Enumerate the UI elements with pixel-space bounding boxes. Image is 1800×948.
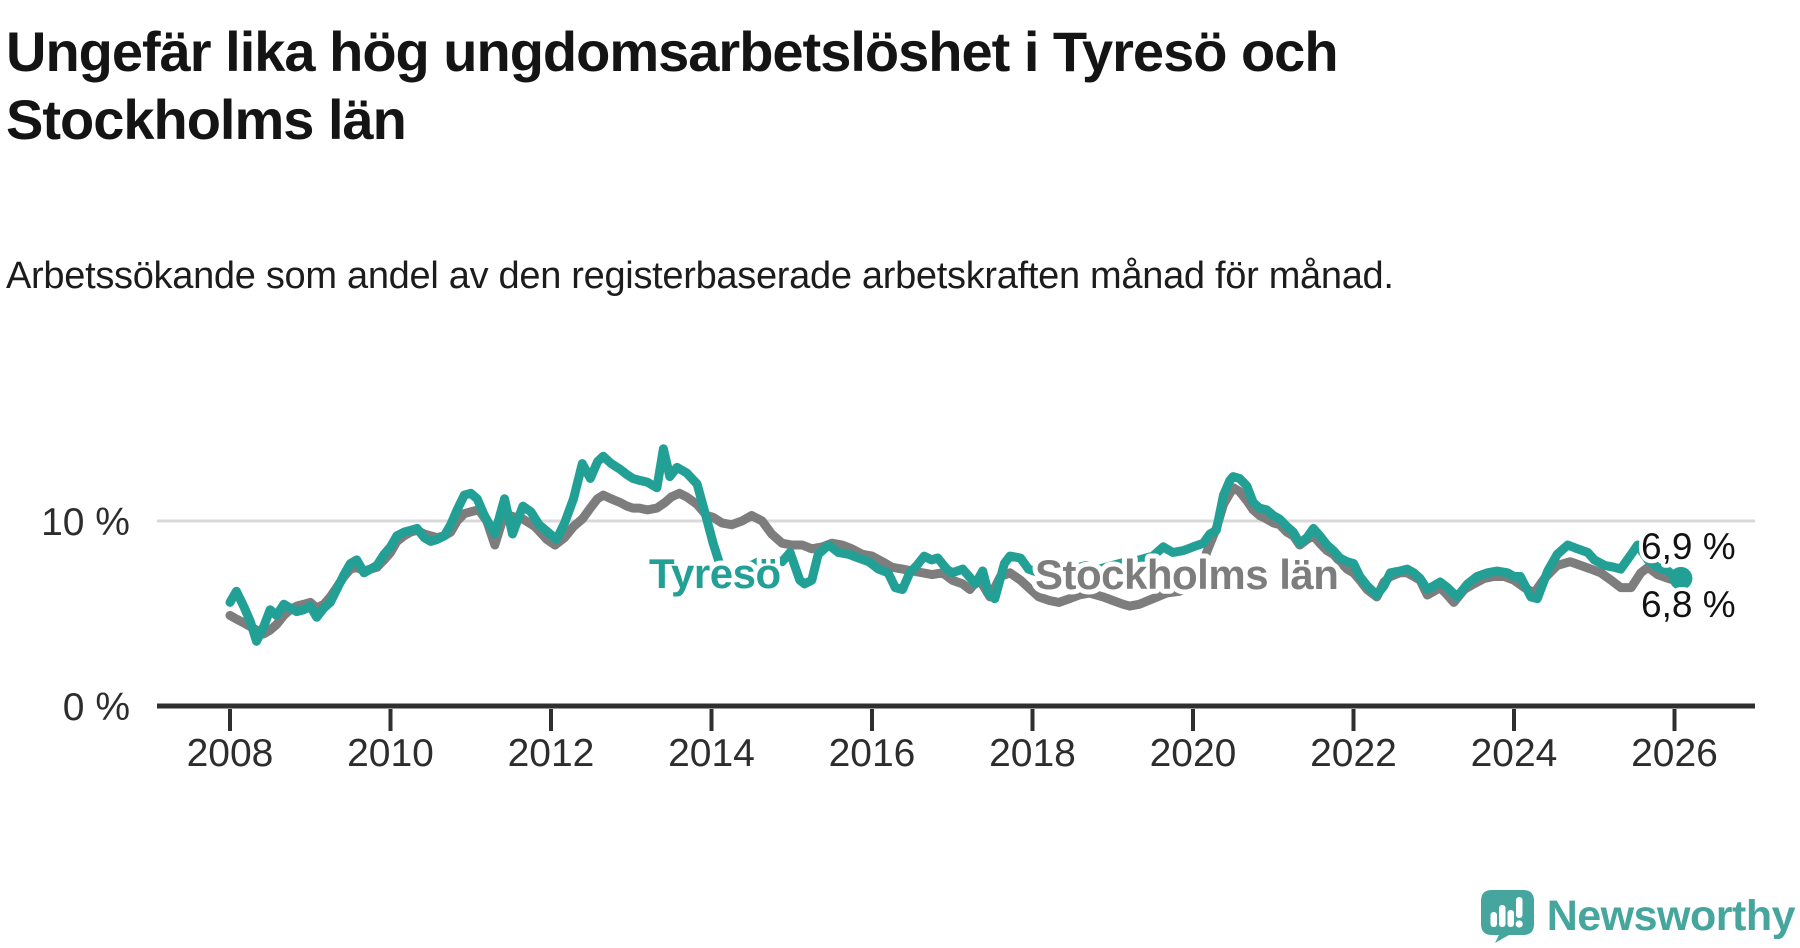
x-axis-tick-label: 2014 [668,732,755,775]
end-value-label-stockholms-lan: 6,8 % [1641,584,1736,625]
bar-1 [1490,912,1497,927]
newsworthy-brand-name: Newsworthy [1546,892,1796,940]
x-axis-tick-label: 2012 [508,732,595,775]
bar-3 [1507,910,1514,927]
y-axis-label: 0 % [63,686,130,729]
x-axis-tick-label: 2020 [1150,732,1237,775]
series-line-stockholms-lan [225,483,1686,639]
chart-subtitle: Arbetssökande som andel av den registerb… [6,255,1394,297]
x-axis-tick-label: 2018 [989,732,1076,775]
newsworthy-brand: Newsworthy [1480,890,1796,943]
series-line-tyreso [225,444,1686,646]
y-axis-label: 10 % [41,501,130,544]
x-axis-tick-label: 2016 [829,732,916,775]
x-axis-tick-label: 2022 [1310,732,1397,775]
x-axis-tick-label: 2024 [1471,732,1558,775]
bar-2 [1498,905,1506,927]
exclamation-dot [1515,920,1523,928]
series-label-tyreso: Tyresö [649,550,781,597]
x-axis-tick-label: 2008 [187,732,274,775]
chart-title: Ungefär lika hög ungdomsarbetslöshet i T… [6,20,1339,152]
newsworthy-logo-icon [1480,890,1534,943]
x-axis-tick-label: 2010 [347,732,434,775]
exclamation-bar [1515,897,1523,918]
end-value-label-tyreso: 6,9 % [1641,526,1736,567]
x-axis-tick-label: 2026 [1631,732,1718,775]
series-end-dot-tyreso [1669,566,1693,590]
series-label-stockholms-lan: Stockholms län [1035,551,1338,598]
